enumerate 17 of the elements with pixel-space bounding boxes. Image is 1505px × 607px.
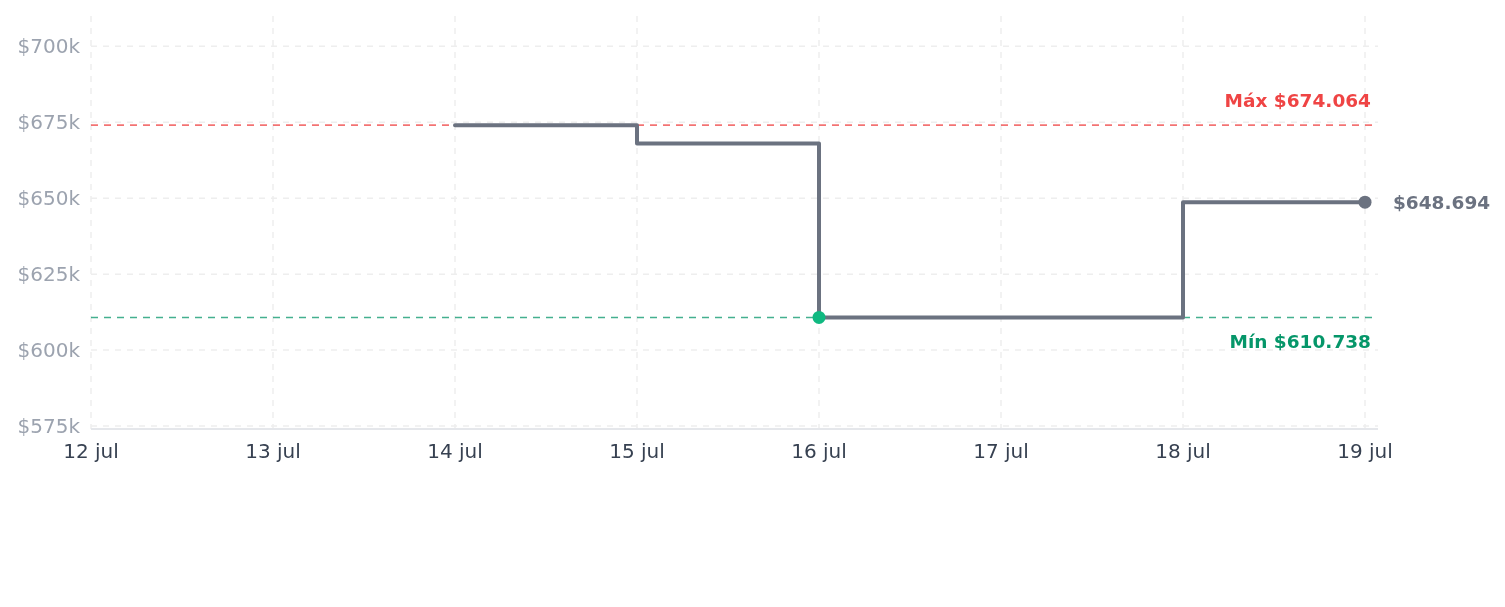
y-tick-label: $625k [17,262,81,287]
x-tick-label: 14 jul [427,439,483,463]
y-tick-label: $700k [17,34,81,59]
x-tick-label: 18 jul [1155,439,1211,463]
x-tick-label: 12 jul [63,439,119,463]
x-tick-label: 16 jul [791,439,847,463]
ref-line-label: Mín $610.738 [1229,330,1371,352]
y-tick-label: $600k [17,338,81,363]
x-tick-label: 19 jul [1337,439,1393,463]
ref-line-label: Máx $674.064 [1224,89,1372,111]
data-label: $648.694 [1393,191,1491,213]
x-tick-label: 13 jul [245,439,301,463]
y-tick-label: $575k [17,413,81,438]
x-tick-label: 15 jul [609,439,665,463]
x-tick-label: 17 jul [973,439,1029,463]
y-tick-label: $675k [17,110,81,135]
y-tick-label: $650k [17,186,81,211]
